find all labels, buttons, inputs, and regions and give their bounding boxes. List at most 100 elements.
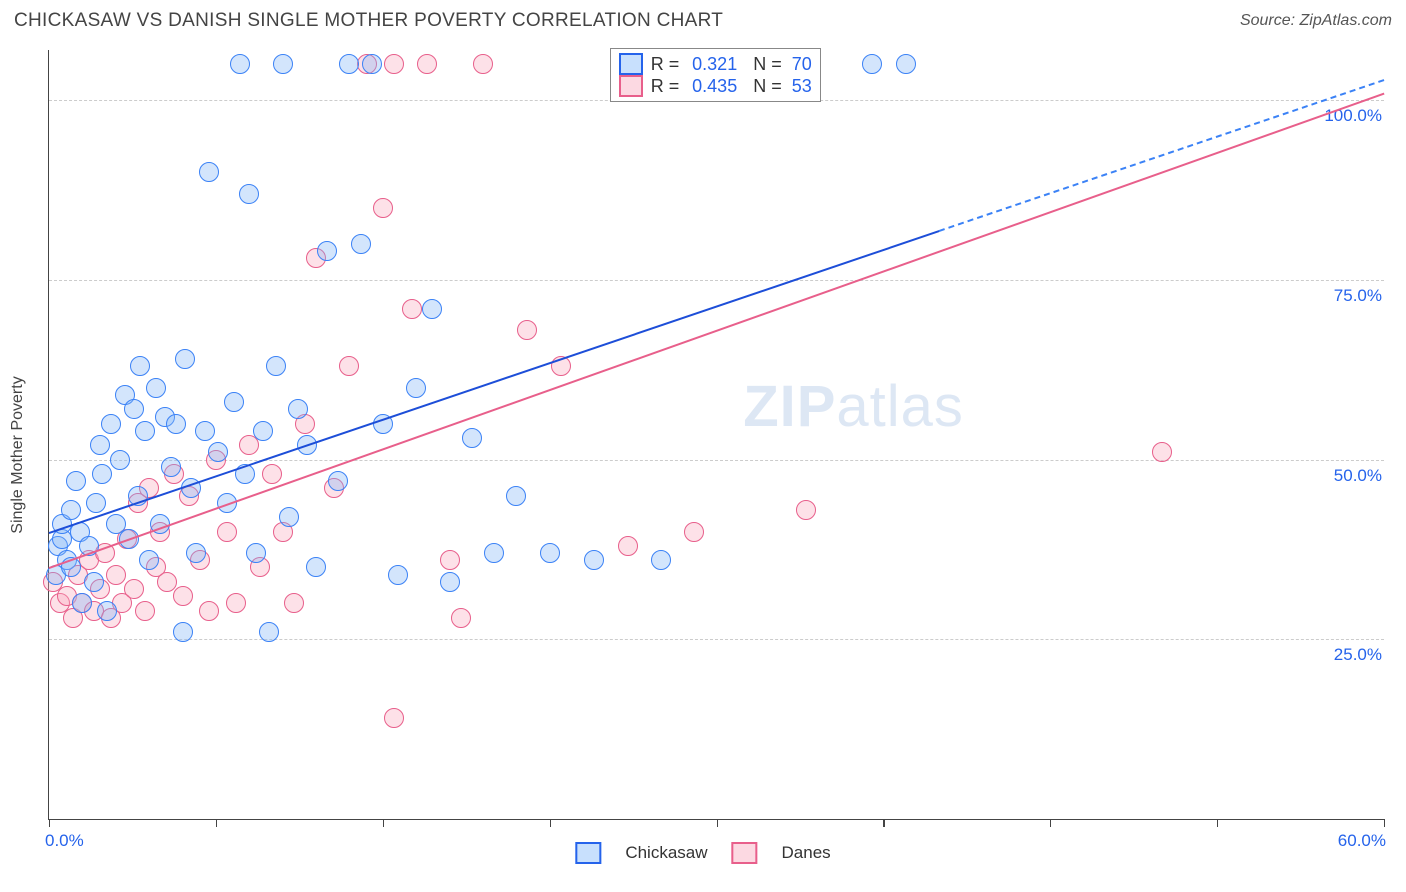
bottom-legend: Chickasaw Danes: [575, 842, 830, 864]
x-tick: [1050, 819, 1051, 827]
danes-point: [451, 608, 471, 628]
x-axis-max-label: 60.0%: [1338, 831, 1386, 851]
danes-point: [473, 54, 493, 74]
chickasaw-point: [84, 572, 104, 592]
stats-r-label: R =: [651, 76, 680, 97]
stats-row: R =0.435 N = 53: [619, 75, 812, 97]
chickasaw-point: [406, 378, 426, 398]
danes-point: [173, 586, 193, 606]
chickasaw-point: [540, 543, 560, 563]
chickasaw-point: [288, 399, 308, 419]
danes-point: [262, 464, 282, 484]
y-axis-label: Single Mother Poverty: [9, 376, 27, 533]
danes-point: [618, 536, 638, 556]
danes-point: [384, 54, 404, 74]
chickasaw-point: [195, 421, 215, 441]
chickasaw-point: [72, 593, 92, 613]
chickasaw-point: [862, 54, 882, 74]
chickasaw-point: [351, 234, 371, 254]
danes-point: [1152, 442, 1172, 462]
danes-point: [135, 601, 155, 621]
stats-n-label: N =: [753, 54, 782, 75]
legend-label-chickasaw: Chickasaw: [625, 843, 707, 863]
chickasaw-point: [124, 399, 144, 419]
stats-swatch-icon: [619, 53, 643, 75]
chickasaw-point: [61, 500, 81, 520]
chickasaw-point: [86, 493, 106, 513]
chickasaw-point: [90, 435, 110, 455]
chickasaw-point: [317, 241, 337, 261]
chickasaw-point: [339, 54, 359, 74]
x-tick: [883, 819, 884, 827]
x-tick: [717, 819, 718, 827]
danes-point: [684, 522, 704, 542]
chickasaw-point: [97, 601, 117, 621]
chickasaw-point: [199, 162, 219, 182]
watermark: ZIPatlas: [743, 373, 964, 440]
chickasaw-point: [110, 450, 130, 470]
chickasaw-point: [130, 356, 150, 376]
stats-n-value: 70: [792, 54, 812, 75]
stats-swatch-icon: [619, 75, 643, 97]
chickasaw-point: [328, 471, 348, 491]
stats-n-label: N =: [753, 76, 782, 97]
danes-point: [106, 565, 126, 585]
danes-point: [796, 500, 816, 520]
x-tick: [216, 819, 217, 827]
stats-n-value: 53: [792, 76, 812, 97]
chickasaw-point: [651, 550, 671, 570]
chickasaw-point: [259, 622, 279, 642]
chickasaw-point: [266, 356, 286, 376]
stats-r-label: R =: [651, 54, 680, 75]
chickasaw-point: [230, 54, 250, 74]
chickasaw-point: [66, 471, 86, 491]
chickasaw-point: [246, 543, 266, 563]
trendline-chickasaw-extrapolated: [939, 79, 1385, 232]
x-tick: [383, 819, 384, 827]
chickasaw-point: [253, 421, 273, 441]
chickasaw-point: [306, 557, 326, 577]
chickasaw-point: [101, 414, 121, 434]
trendline-chickasaw: [49, 230, 940, 534]
x-tick: [1217, 819, 1218, 827]
danes-point: [384, 708, 404, 728]
gridline: [49, 639, 1384, 640]
danes-point: [402, 299, 422, 319]
danes-point: [517, 320, 537, 340]
chickasaw-point: [239, 184, 259, 204]
trendline-danes: [49, 93, 1385, 570]
y-tick-label: 100.0%: [1324, 106, 1382, 126]
stats-row: R =0.321N =70: [619, 53, 812, 75]
x-tick: [1384, 819, 1385, 827]
x-axis-min-label: 0.0%: [45, 831, 84, 851]
danes-point: [339, 356, 359, 376]
danes-point: [226, 593, 246, 613]
plot-area: ZIPatlas 25.0%50.0%75.0%100.0%0.0%60.0%R…: [48, 50, 1384, 820]
legend-swatch-danes: [732, 842, 758, 864]
source-attribution: Source: ZipAtlas.com: [1240, 12, 1392, 30]
stats-box: R =0.321N =70R =0.435N =53: [610, 48, 821, 102]
chickasaw-point: [506, 486, 526, 506]
chickasaw-point: [135, 421, 155, 441]
chart-container: Single Mother Poverty ZIPatlas 25.0%50.0…: [0, 40, 1406, 870]
chickasaw-point: [584, 550, 604, 570]
chickasaw-point: [462, 428, 482, 448]
danes-point: [440, 550, 460, 570]
chickasaw-point: [896, 54, 916, 74]
stats-r-value: 0.435: [685, 76, 737, 97]
chickasaw-point: [139, 550, 159, 570]
chickasaw-point: [186, 543, 206, 563]
chickasaw-point: [484, 543, 504, 563]
danes-point: [124, 579, 144, 599]
chickasaw-point: [146, 378, 166, 398]
legend-label-danes: Danes: [782, 843, 831, 863]
danes-point: [417, 54, 437, 74]
y-tick-label: 25.0%: [1334, 645, 1382, 665]
danes-point: [199, 601, 219, 621]
danes-point: [373, 198, 393, 218]
gridline: [49, 460, 1384, 461]
danes-point: [217, 522, 237, 542]
danes-point: [284, 593, 304, 613]
chickasaw-point: [161, 457, 181, 477]
chickasaw-point: [273, 54, 293, 74]
